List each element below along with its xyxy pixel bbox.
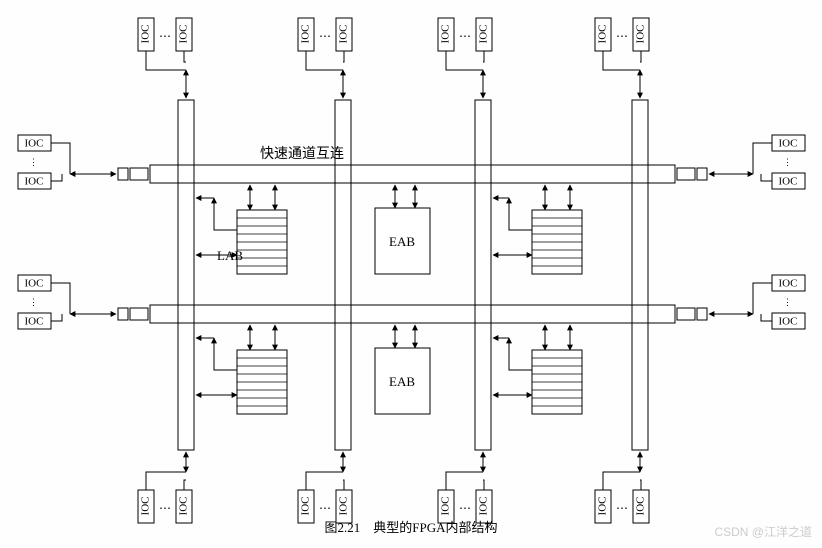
eab-label: EAB xyxy=(389,234,415,249)
fast-interconnect-label: 快速通道互连 xyxy=(260,146,344,162)
lab-block xyxy=(532,350,582,414)
lab-block xyxy=(237,350,287,414)
ioc-right-groups xyxy=(772,135,805,329)
ioc-top-groups xyxy=(138,18,649,51)
eab-label: EAB xyxy=(389,374,415,389)
figure-caption: 图2.21 典型的FPGA内部结构 xyxy=(0,517,822,536)
lab-block xyxy=(532,210,582,274)
watermark: CSDN @江洋之道 xyxy=(714,523,812,540)
row1-blocks: LAB EAB xyxy=(217,208,582,274)
row2-blocks: EAB xyxy=(237,348,582,414)
ioc-left-groups xyxy=(18,135,51,329)
horizontal-channel-top xyxy=(118,165,707,183)
horizontal-channel-bottom xyxy=(118,305,707,323)
lab-block xyxy=(237,210,287,274)
